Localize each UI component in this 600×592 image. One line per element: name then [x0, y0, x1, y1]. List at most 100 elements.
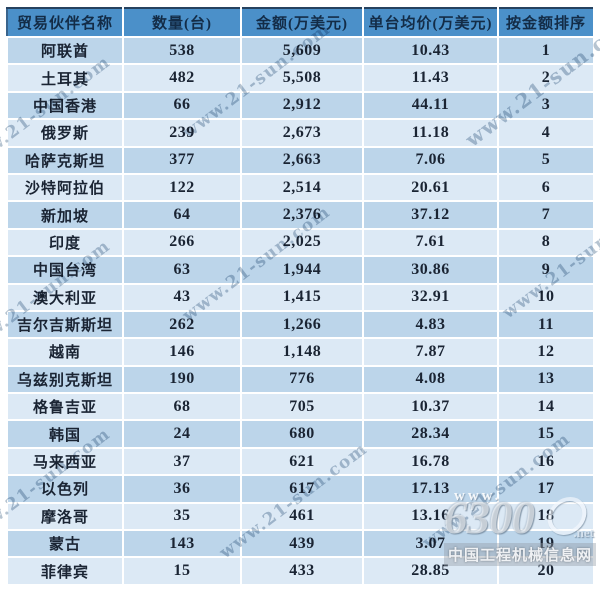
rank-cell: 20: [497, 556, 595, 586]
partner-name-cell: 蒙古: [6, 529, 124, 559]
avg-price-cell: 3.07: [362, 529, 499, 559]
table-row: 沙特阿拉伯 122 2,514 20.61 6: [6, 172, 595, 203]
quantity-cell: 262: [122, 309, 242, 340]
amount-cell: 2,912: [240, 90, 364, 121]
rank-cell: 15: [497, 419, 595, 449]
header-quantity: 数量(台): [122, 7, 242, 38]
amount-cell: 2,514: [240, 172, 364, 203]
partner-name-cell: 以色列: [6, 474, 124, 504]
quantity-cell: 143: [122, 529, 242, 559]
rank-cell: 5: [497, 145, 595, 175]
partner-name-cell: 马来西亚: [6, 446, 124, 477]
quantity-cell: 15: [122, 556, 242, 586]
avg-price-cell: 28.85: [362, 556, 499, 586]
table-row: 中国台湾 63 1,944 30.86 9: [6, 255, 595, 285]
amount-cell: 439: [240, 529, 364, 559]
partner-name-cell: 澳大利亚: [6, 282, 124, 312]
table-row: 越南 146 1,148 7.87 12: [6, 337, 595, 367]
quantity-cell: 122: [122, 172, 242, 203]
avg-price-cell: 17.13: [362, 474, 499, 504]
amount-cell: 1,266: [240, 309, 364, 340]
rank-cell: 6: [497, 172, 595, 203]
quantity-cell: 482: [122, 63, 242, 93]
rank-cell: 19: [497, 529, 595, 559]
avg-price-cell: 10.37: [362, 392, 499, 422]
partner-name-cell: 俄罗斯: [6, 118, 124, 148]
amount-cell: 680: [240, 419, 364, 449]
table-row: 中国香港 66 2,912 44.11 3: [6, 90, 595, 121]
table-row: 蒙古 143 439 3.07 19: [6, 529, 595, 559]
rank-cell: 16: [497, 446, 595, 477]
partner-name-cell: 格鲁吉亚: [6, 392, 124, 422]
amount-cell: 617: [240, 474, 364, 504]
quantity-cell: 377: [122, 145, 242, 175]
table-row: 印度 266 2,025 7.61 8: [6, 227, 595, 258]
avg-price-cell: 11.43: [362, 63, 499, 93]
amount-cell: 5,508: [240, 63, 364, 93]
rank-cell: 18: [497, 501, 595, 532]
avg-price-cell: 7.06: [362, 145, 499, 175]
avg-price-cell: 7.61: [362, 227, 499, 258]
quantity-cell: 63: [122, 255, 242, 285]
partner-name-cell: 越南: [6, 337, 124, 367]
partner-name-cell: 菲律宾: [6, 556, 124, 586]
amount-cell: 1,415: [240, 282, 364, 312]
avg-price-cell: 44.11: [362, 90, 499, 121]
table-header: 贸易伙伴名称 数量(台) 金额(万美元) 单台均价(万美元) 按金额排序: [6, 7, 595, 38]
rank-cell: 11: [497, 309, 595, 340]
table-row: 菲律宾 15 433 28.85 20: [6, 556, 595, 586]
partner-name-cell: 沙特阿拉伯: [6, 172, 124, 203]
rank-cell: 9: [497, 255, 595, 285]
rank-cell: 8: [497, 227, 595, 258]
rank-cell: 2: [497, 63, 595, 93]
partner-name-cell: 乌兹别克斯坦: [6, 364, 124, 395]
partner-name-cell: 阿联酋: [6, 35, 124, 66]
rank-cell: 1: [497, 35, 595, 66]
avg-price-cell: 20.61: [362, 172, 499, 203]
table-row: 韩国 24 680 28.34 15: [6, 419, 595, 449]
avg-price-cell: 11.18: [362, 118, 499, 148]
partner-name-cell: 土耳其: [6, 63, 124, 93]
table-row: 土耳其 482 5,508 11.43 2: [6, 63, 595, 93]
quantity-cell: 66: [122, 90, 242, 121]
avg-price-cell: 28.34: [362, 419, 499, 449]
partner-name-cell: 新加坡: [6, 200, 124, 230]
quantity-cell: 190: [122, 364, 242, 395]
table-row: 俄罗斯 239 2,673 11.18 4: [6, 118, 595, 148]
avg-price-cell: 30.86: [362, 255, 499, 285]
avg-price-cell: 37.12: [362, 200, 499, 230]
partner-name-cell: 韩国: [6, 419, 124, 449]
table-row: 阿联酋 538 5,609 10.43 1: [6, 35, 595, 66]
amount-cell: 2,025: [240, 227, 364, 258]
table-row: 马来西亚 37 621 16.78 16: [6, 446, 595, 477]
quantity-cell: 266: [122, 227, 242, 258]
quantity-cell: 64: [122, 200, 242, 230]
quantity-cell: 43: [122, 282, 242, 312]
partner-name-cell: 哈萨克斯坦: [6, 145, 124, 175]
quantity-cell: 37: [122, 446, 242, 477]
header-row: 贸易伙伴名称 数量(台) 金额(万美元) 单台均价(万美元) 按金额排序: [6, 7, 595, 38]
avg-price-cell: 4.08: [362, 364, 499, 395]
header-rank: 按金额排序: [497, 7, 595, 38]
avg-price-cell: 4.83: [362, 309, 499, 340]
partner-name-cell: 印度: [6, 227, 124, 258]
quantity-cell: 239: [122, 118, 242, 148]
rank-cell: 14: [497, 392, 595, 422]
partner-name-cell: 中国台湾: [6, 255, 124, 285]
partner-name-cell: 吉尔吉斯斯坦: [6, 309, 124, 340]
table-row: 以色列 36 617 17.13 17: [6, 474, 595, 504]
quantity-cell: 24: [122, 419, 242, 449]
avg-price-cell: 32.91: [362, 282, 499, 312]
rank-cell: 7: [497, 200, 595, 230]
header-avg-price: 单台均价(万美元): [362, 7, 499, 38]
rank-cell: 3: [497, 90, 595, 121]
table-row: 澳大利亚 43 1,415 32.91 10: [6, 282, 595, 312]
trade-partners-table: 贸易伙伴名称 数量(台) 金额(万美元) 单台均价(万美元) 按金额排序 阿联酋…: [6, 7, 595, 586]
amount-cell: 2,663: [240, 145, 364, 175]
amount-cell: 461: [240, 501, 364, 532]
amount-cell: 705: [240, 392, 364, 422]
table-row: 乌兹别克斯坦 190 776 4.08 13: [6, 364, 595, 395]
amount-cell: 2,376: [240, 200, 364, 230]
avg-price-cell: 7.87: [362, 337, 499, 367]
